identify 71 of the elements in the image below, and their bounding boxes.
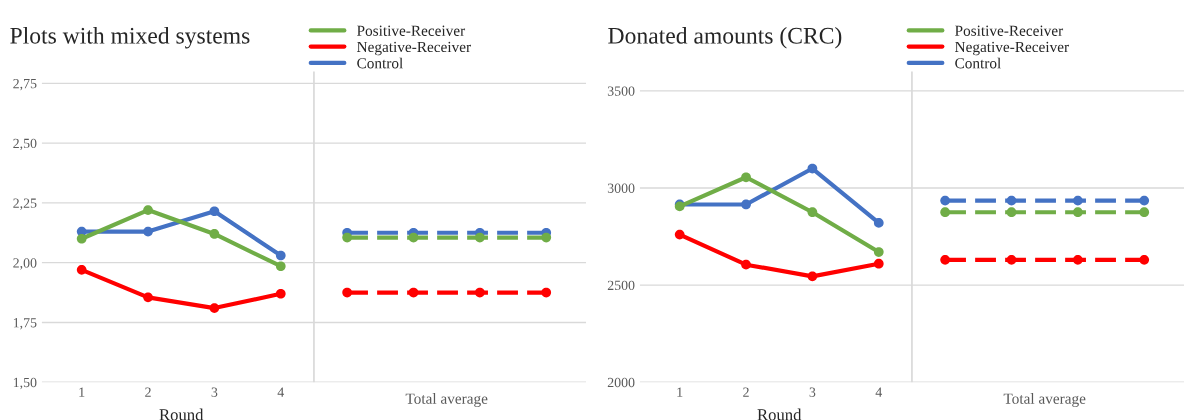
x-tick-label: 2 — [145, 387, 151, 397]
legend-label: Positive-Receiver — [357, 25, 466, 36]
x-tick-label: 2 — [743, 387, 749, 397]
y-tick-label: 2500 — [607, 280, 635, 291]
y-tick-label: 2,50 — [13, 138, 37, 151]
point — [475, 232, 485, 243]
point — [807, 207, 818, 218]
point — [76, 264, 87, 275]
point — [143, 205, 153, 215]
y-tick-label: 2,00 — [13, 258, 37, 270]
point — [342, 287, 352, 298]
x-tick-label: 1 — [677, 387, 683, 397]
point — [807, 163, 818, 174]
point — [275, 288, 286, 299]
point — [275, 250, 286, 261]
y-tick-label: 3500 — [607, 86, 635, 96]
x-tick-label: 3 — [211, 387, 218, 397]
x-axis-title: Round — [159, 408, 204, 420]
point — [1139, 195, 1150, 206]
point — [873, 247, 884, 257]
point — [275, 261, 286, 272]
x-tick-label: 4 — [875, 387, 883, 397]
legend-label: Negative-Receiver — [357, 41, 471, 56]
point — [1139, 207, 1150, 218]
point — [1139, 254, 1150, 265]
point — [541, 232, 552, 243]
x-tick-label: 1 — [79, 387, 85, 397]
x-axis-title: Round — [757, 408, 802, 420]
y-tick-label: 2000 — [607, 377, 635, 388]
legend-label: Control — [955, 57, 1001, 69]
point — [143, 226, 153, 237]
point — [408, 287, 419, 298]
point — [940, 207, 950, 218]
point — [1073, 254, 1083, 265]
legend-label: Positive-Receiver — [955, 25, 1064, 36]
point — [408, 232, 419, 243]
point — [940, 254, 950, 265]
legend-label: Negative-Receiver — [955, 41, 1069, 56]
y-tick-label: 3000 — [607, 183, 635, 193]
y-tick-label: 1,50 — [13, 377, 37, 390]
point — [741, 259, 751, 270]
point — [1006, 195, 1017, 206]
point — [475, 287, 485, 298]
point — [873, 218, 884, 228]
point — [76, 233, 87, 244]
text: Total average — [1003, 393, 1086, 407]
point — [342, 232, 352, 243]
point — [940, 195, 950, 206]
point — [1073, 195, 1083, 206]
x-tick-label: 3 — [809, 387, 816, 397]
point — [741, 172, 751, 183]
y-tick-label: 1,75 — [13, 318, 37, 330]
text: Total average — [405, 393, 488, 407]
point — [209, 303, 220, 313]
chart-title: Plots with mixed systems — [10, 27, 250, 49]
x-tick-label: 4 — [277, 387, 285, 397]
point — [541, 287, 552, 298]
point — [1006, 207, 1017, 218]
chart-title: Donated amounts (CRC) — [608, 27, 842, 49]
point — [1073, 207, 1083, 218]
point — [674, 229, 685, 240]
point — [209, 206, 220, 217]
point — [1006, 254, 1017, 265]
point — [143, 292, 153, 303]
y-tick-label: 2,75 — [13, 78, 37, 91]
legend-label: Control — [357, 57, 403, 69]
point — [873, 258, 884, 269]
point — [209, 229, 220, 239]
point — [807, 271, 818, 282]
point — [741, 199, 751, 210]
y-tick-label: 2,25 — [13, 198, 37, 210]
